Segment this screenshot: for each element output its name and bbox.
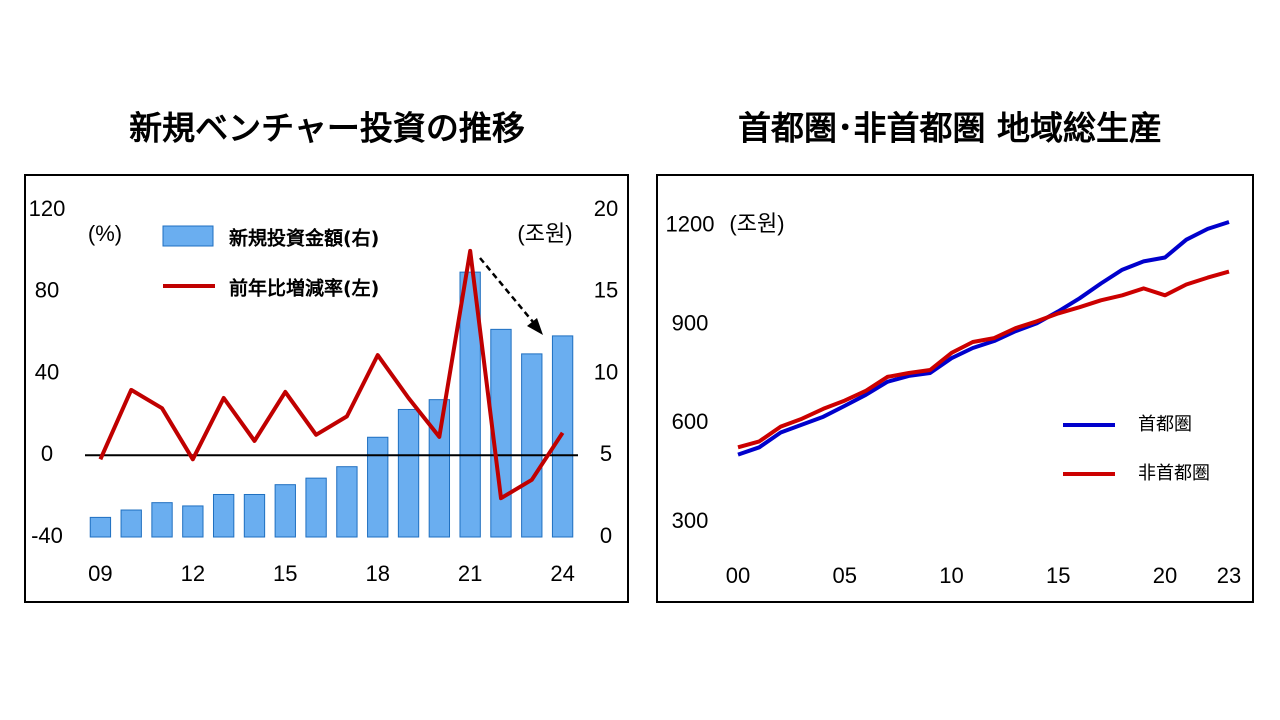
chart-frame — [24, 174, 629, 603]
x-tick-label: 15 — [273, 561, 297, 586]
x-tick-label: 15 — [1046, 563, 1070, 588]
bar — [397, 408, 420, 538]
y-tick-label: 120 — [29, 196, 66, 221]
trend-arrow-head — [527, 318, 543, 335]
x-tick-label: 09 — [88, 561, 112, 586]
y2-tick-label: 20 — [594, 196, 618, 221]
x-tick-label: 10 — [939, 563, 963, 588]
bar — [151, 502, 173, 538]
y-tick-label: 40 — [35, 359, 59, 384]
bar — [182, 505, 204, 538]
y-unit-label: (%) — [88, 221, 122, 246]
bar — [120, 509, 142, 538]
x-tick-label: 21 — [458, 561, 482, 586]
y-tick-label: 300 — [672, 508, 709, 533]
y-tick-label: 1200 — [666, 212, 715, 237]
chart-frame — [656, 174, 1254, 603]
legend-label: 前年比増減率(左) — [229, 277, 379, 300]
bar — [274, 484, 296, 538]
y-tick-label: 900 — [672, 310, 709, 335]
line — [737, 220, 1230, 457]
bar — [305, 477, 327, 538]
bar — [459, 271, 481, 538]
bar — [336, 466, 358, 538]
y-unit-label: (조원) — [729, 211, 784, 236]
x-tick-label: 20 — [1153, 563, 1177, 588]
bar — [243, 493, 266, 538]
legend-swatch — [162, 225, 214, 247]
y2-tick-label: 0 — [600, 523, 612, 548]
y2-unit-label: (조원) — [517, 221, 572, 246]
chart-title: 新規ベンチャー投資の推移 — [129, 109, 525, 148]
chart-title: 首都圏･非首都圏 地域総生産 — [738, 109, 1162, 148]
bar — [212, 493, 235, 538]
bar — [428, 399, 451, 538]
y-tick-label: 80 — [35, 278, 59, 303]
line — [98, 248, 565, 501]
y-tick-label: 0 — [41, 441, 53, 466]
x-tick-label: 12 — [181, 561, 205, 586]
y2-tick-label: 5 — [600, 441, 612, 466]
bar — [521, 353, 543, 538]
x-tick-label: 18 — [365, 561, 389, 586]
bar — [490, 328, 512, 538]
bar — [89, 516, 112, 538]
line — [737, 269, 1230, 450]
trend-arrow — [479, 257, 539, 329]
legend-label: 新規投資金額(右) — [229, 227, 379, 250]
x-tick-label: 05 — [832, 563, 856, 588]
bar — [367, 436, 389, 538]
x-tick-label: 24 — [550, 561, 574, 586]
y-tick-label: 600 — [672, 409, 709, 434]
x-tick-label: 00 — [726, 563, 750, 588]
y2-tick-label: 10 — [594, 359, 618, 384]
x-tick-label: 23 — [1217, 563, 1241, 588]
legend-label: 非首都圏 — [1138, 463, 1210, 484]
legend-label: 首都圏 — [1138, 414, 1192, 435]
y2-tick-label: 15 — [594, 278, 618, 303]
y-tick-label: -40 — [31, 523, 63, 548]
